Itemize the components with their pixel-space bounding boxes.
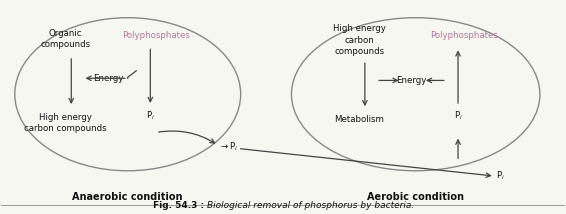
Text: High energy
carbon
compounds: High energy carbon compounds	[333, 24, 385, 56]
Text: P$_i$: P$_i$	[496, 170, 505, 182]
Text: P$_i$: P$_i$	[453, 109, 462, 122]
Text: $\rightarrow$P$_i$: $\rightarrow$P$_i$	[219, 140, 239, 153]
Text: P$_i$: P$_i$	[146, 109, 155, 122]
Text: Organic
compounds: Organic compounds	[41, 29, 91, 49]
Text: Fig. 54.3 :: Fig. 54.3 :	[153, 201, 204, 210]
Text: High energy
carbon compounds: High energy carbon compounds	[24, 113, 107, 133]
Text: Anaerobic condition: Anaerobic condition	[72, 192, 183, 202]
Text: Polyphosphates: Polyphosphates	[122, 31, 190, 40]
Text: Biological removal of phosphorus by bacteria.: Biological removal of phosphorus by bact…	[207, 201, 414, 210]
Text: Energy: Energy	[397, 76, 427, 85]
Text: Energy: Energy	[93, 74, 123, 83]
Text: Metabolism: Metabolism	[335, 115, 384, 124]
Text: Polyphosphates: Polyphosphates	[430, 31, 498, 40]
Text: Aerobic condition: Aerobic condition	[367, 192, 464, 202]
